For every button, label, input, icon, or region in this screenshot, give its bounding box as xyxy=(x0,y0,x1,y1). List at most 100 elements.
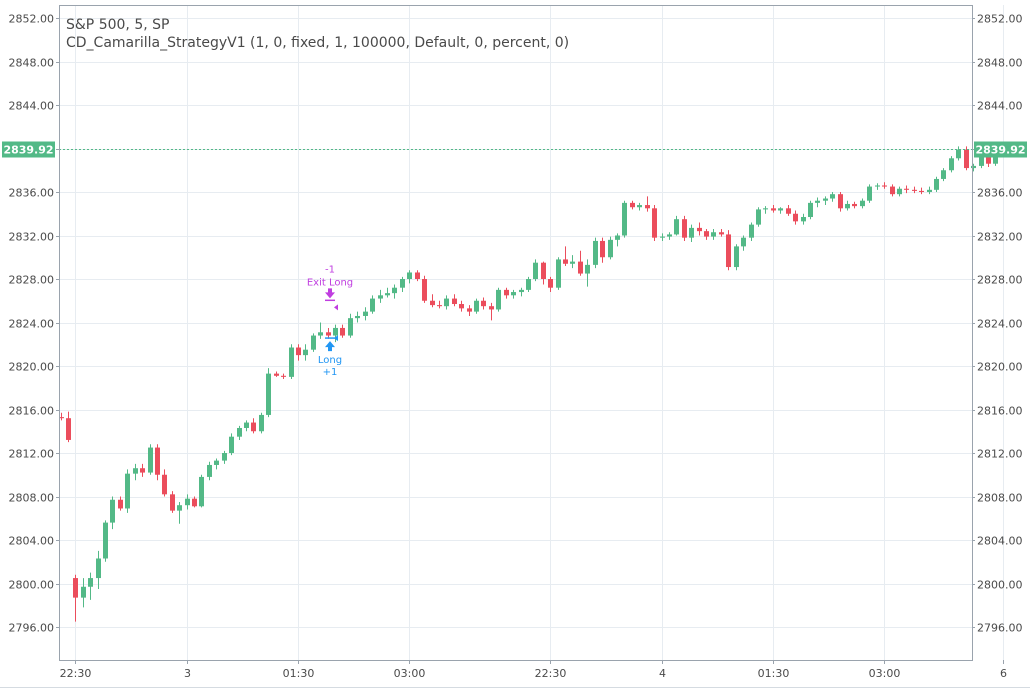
x-tick-label: 03:00 xyxy=(869,667,901,680)
candle-down xyxy=(890,186,895,195)
candle-up xyxy=(392,287,397,294)
candle-up xyxy=(385,293,390,296)
candle-up xyxy=(222,453,227,461)
candle-up xyxy=(333,327,338,336)
candle-down xyxy=(771,208,776,211)
candle-up xyxy=(927,189,932,192)
candle-down xyxy=(340,327,345,336)
y-tick-label-right: 2808.00 xyxy=(977,492,1023,505)
candle-up xyxy=(845,203,850,209)
candle-down xyxy=(645,205,650,209)
candle-up xyxy=(756,209,761,225)
y-tick-label-right: 2848.00 xyxy=(977,57,1023,70)
y-tick-label-right: 2820.00 xyxy=(977,361,1023,374)
candle-up xyxy=(363,311,368,316)
candle-down xyxy=(719,232,724,235)
x-tick-label: 3 xyxy=(184,667,191,680)
x-tick-label: 6 xyxy=(1000,667,1007,680)
candle-up xyxy=(133,468,138,474)
y-tick-label-left: 2836.00 xyxy=(9,187,55,200)
candle-down xyxy=(726,234,731,268)
x-tick-label: 22:30 xyxy=(60,667,92,680)
candle-up xyxy=(941,170,946,179)
candle-down xyxy=(422,279,427,301)
candle-down xyxy=(281,375,286,377)
candle-down xyxy=(251,422,256,432)
grid-layer xyxy=(59,5,1004,660)
candle-up xyxy=(823,198,828,201)
exit-pointer-icon xyxy=(334,304,338,311)
candle-up xyxy=(244,422,249,428)
candle-up xyxy=(815,200,820,203)
candle-up xyxy=(148,447,153,473)
candle-up xyxy=(622,202,627,236)
candle-up xyxy=(355,315,360,319)
candle-up xyxy=(81,586,86,598)
candle-up xyxy=(511,292,516,296)
candle-down xyxy=(682,219,687,238)
x-tick-label: 03:00 xyxy=(394,667,426,680)
y-tick-label-left: 2824.00 xyxy=(9,318,55,331)
candle-up xyxy=(570,261,575,264)
candle-up xyxy=(979,155,984,166)
y-tick-label-left: 2808.00 xyxy=(9,492,55,505)
candle-down xyxy=(489,306,494,310)
candle-up xyxy=(348,318,353,336)
y-tick-label-right: 2828.00 xyxy=(977,274,1023,287)
long-entry-arrow-icon xyxy=(325,341,335,352)
candle-down xyxy=(274,373,279,376)
candle-up xyxy=(407,272,412,279)
candle-up xyxy=(378,295,383,299)
y-tick-label-right: 2852.00 xyxy=(977,13,1023,26)
last-price-badge-right xyxy=(974,141,1027,158)
candle-down xyxy=(452,298,457,305)
chart-pane-border xyxy=(59,5,973,661)
candle-down xyxy=(162,474,167,495)
candle-up xyxy=(110,499,115,523)
y-tick-label-left: 2816.00 xyxy=(9,405,55,418)
candle-down xyxy=(793,213,798,222)
candle-down xyxy=(430,300,435,306)
candle-up xyxy=(608,239,613,258)
last-price-badge-left xyxy=(2,141,55,158)
candle-up xyxy=(370,298,375,312)
trade-marker-layer: Long+1 Exit Long -1 xyxy=(59,149,972,378)
candle-up xyxy=(103,522,108,559)
candle-up xyxy=(667,234,672,237)
candle-down xyxy=(459,304,464,309)
candle-down xyxy=(170,494,175,511)
exit-long-label: Exit Long xyxy=(307,277,353,288)
candle-up xyxy=(593,240,598,265)
y-tick-label-right: 2796.00 xyxy=(977,622,1023,635)
candle-down xyxy=(600,240,605,258)
candle-down xyxy=(986,155,991,164)
candle-up xyxy=(266,373,271,415)
candle-down xyxy=(73,578,78,598)
candle-down xyxy=(192,498,197,507)
candle-layer xyxy=(59,146,998,622)
candle-up xyxy=(400,279,405,288)
candle-up xyxy=(318,332,323,336)
candle-up xyxy=(519,289,524,293)
y-tick-label-right: 2804.00 xyxy=(977,535,1023,548)
candle-down xyxy=(66,418,71,440)
y-tick-label-left: 2852.00 xyxy=(9,13,55,26)
candle-up xyxy=(867,186,872,201)
candle-down xyxy=(630,202,635,208)
candle-up xyxy=(741,237,746,247)
candle-up xyxy=(496,289,501,310)
candle-up xyxy=(207,464,212,477)
y-tick-label-left: 2848.00 xyxy=(9,57,55,70)
candle-up xyxy=(660,236,665,238)
entry-pointer-icon xyxy=(334,335,338,342)
candle-up xyxy=(830,194,835,199)
exit-long-arrow-icon xyxy=(325,288,335,299)
candle-up xyxy=(88,578,93,587)
y-tick-label-right: 2800.00 xyxy=(977,579,1023,592)
x-tick-label: 01:30 xyxy=(758,667,790,680)
candle-down xyxy=(467,308,472,312)
x-tick-label: 4 xyxy=(659,667,666,680)
candle-up xyxy=(711,232,716,237)
